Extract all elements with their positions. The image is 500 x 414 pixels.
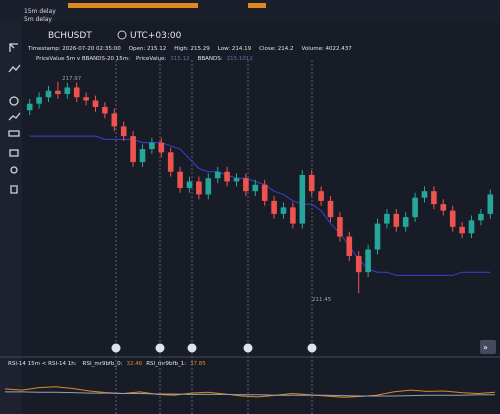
candle-body [224,171,230,182]
candle-body [421,191,428,198]
tool-icon[interactable] [10,185,18,194]
candle-body [130,136,136,163]
candle-body [308,174,315,192]
candle-body [252,184,259,192]
tool-icon[interactable] [9,96,19,106]
legend-item: PriceValue: [136,56,167,62]
legend-name: PriceValue 5m v BBANDS-20 15m: [36,56,130,62]
candle-body [374,223,381,250]
candle-body [355,255,362,273]
candle-body [158,142,165,153]
candle-body [55,90,61,94]
candle-body [73,87,80,98]
candle-body [120,126,127,137]
tool-icon[interactable] [9,43,18,52]
candle-body [487,194,494,214]
candle-body [139,149,146,163]
candle-body [102,106,108,114]
candle-body [26,103,33,111]
candle-body [431,191,437,205]
legend-item: 215.1012 [227,56,253,62]
tool-icon[interactable] [8,64,21,73]
rsi-line [4,386,496,398]
clock-icon [117,30,127,40]
tool-icon[interactable] [10,166,18,174]
candle-body [177,171,183,188]
candle-body [64,87,71,94]
timezone[interactable]: UTC+03:00 [130,31,182,41]
candle-body [111,113,118,127]
candle-body [280,207,287,214]
tool-icon[interactable] [8,130,20,137]
ohlc-info: High: 215.29 [174,46,210,52]
candle-body [346,236,353,256]
candle-body [149,142,155,150]
event-marker[interactable] [155,343,165,353]
candle-body [205,178,212,195]
tool-icon[interactable] [8,112,21,121]
ohlc-info: Volume: 4022.437 [302,46,353,52]
symbol[interactable]: BCHUSDT [48,31,92,41]
candle-body [412,197,418,218]
candle-body [243,178,249,192]
bbands-line [29,135,491,276]
legend-item: 215.12 [170,56,189,62]
rsi-legend: RSI_mr9bfb_1: [146,361,186,367]
svg-text:»: » [483,343,488,352]
candle-body [45,90,52,98]
candle-body [402,217,409,227]
candle-body [271,200,277,214]
tool-icon[interactable] [9,149,19,157]
candle-body [440,204,447,211]
candle-body [318,191,324,201]
candle-body [167,152,174,172]
candle-body [449,210,456,227]
ohlc-info: Timestamp: 2026-07-20 02:35:00 [27,46,121,52]
ohlc-info: Close: 214.2 [259,46,293,52]
candle-body [36,97,42,104]
rsi-legend: RSI_mr9bfb_0: [83,361,123,367]
candle-body [290,207,296,224]
candle-body [468,220,475,234]
event-marker[interactable] [187,343,197,353]
candle-body [393,213,400,227]
candle-body [92,100,99,107]
rsi-legend: 32.46 [126,361,142,367]
candle-body [365,249,371,273]
candle-body [459,226,465,234]
candle-body [214,171,221,179]
candle-body [337,217,343,237]
candle-body [299,174,306,224]
candle-body [384,213,390,224]
price-label: 217.97 [62,76,82,82]
legend-item: BBANDS: [198,56,223,62]
timeline-label: 5m delay [24,16,52,23]
candle-body [186,181,193,188]
ohlc-info: Low: 214.19 [218,46,252,52]
rsi-line [5,391,495,397]
ohlc-info: Open: 215.12 [129,46,167,52]
candle-body [478,213,484,221]
candle-body [261,184,268,201]
event-marker[interactable] [307,343,317,353]
candle-body [233,178,240,182]
event-marker[interactable] [243,343,253,353]
candle-body [196,181,202,195]
candle-body [83,97,89,101]
toolbar [0,22,22,414]
timeline-label: 15m delay [24,8,56,15]
candle-body [327,200,334,218]
price-label: 211.45 [312,297,332,303]
rsi-title: RSI-14 15m < RSI-14 1h: [8,361,77,367]
scroll-button[interactable]: » [480,340,496,354]
timeline-segment [68,3,198,8]
rsi-legend: 37.85 [190,361,206,367]
timeline-segment [248,3,266,8]
event-marker[interactable] [111,343,121,353]
